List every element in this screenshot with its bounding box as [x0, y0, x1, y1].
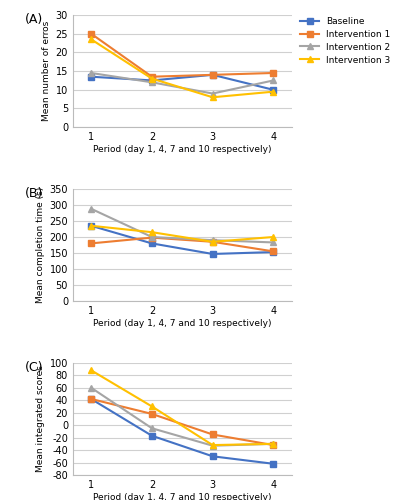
- Intervention 2: [89, 70, 94, 76]
- Intervention 3: [271, 88, 276, 94]
- Baseline: [271, 87, 276, 93]
- Baseline: [149, 78, 154, 84]
- Y-axis label: Mean integrated scores: Mean integrated scores: [36, 366, 45, 472]
- Text: (B): (B): [25, 186, 43, 200]
- Baseline: [210, 72, 215, 78]
- Intervention 1: [271, 70, 276, 76]
- Line: Intervention 1: Intervention 1: [87, 30, 277, 80]
- Intervention 1: [210, 72, 215, 78]
- Line: Intervention 2: Intervention 2: [87, 70, 277, 97]
- Y-axis label: Mean completion time (s): Mean completion time (s): [36, 187, 45, 303]
- X-axis label: Period (day 1, 4, 7 and 10 respectively): Period (day 1, 4, 7 and 10 respectively): [93, 492, 271, 500]
- Intervention 2: [271, 78, 276, 84]
- Text: (A): (A): [25, 13, 43, 26]
- Line: Intervention 3: Intervention 3: [87, 36, 277, 100]
- Baseline: [89, 74, 94, 80]
- Line: Baseline: Baseline: [87, 72, 277, 94]
- Legend: Baseline, Intervention 1, Intervention 2, Intervention 3: Baseline, Intervention 1, Intervention 2…: [301, 18, 390, 64]
- Intervention 3: [89, 36, 94, 43]
- Y-axis label: Mean number of erros: Mean number of erros: [43, 21, 51, 121]
- Intervention 1: [149, 74, 154, 80]
- Intervention 3: [149, 76, 154, 82]
- X-axis label: Period (day 1, 4, 7 and 10 respectively): Period (day 1, 4, 7 and 10 respectively): [93, 318, 271, 328]
- Intervention 3: [210, 94, 215, 100]
- Intervention 1: [89, 30, 94, 36]
- X-axis label: Period (day 1, 4, 7 and 10 respectively): Period (day 1, 4, 7 and 10 respectively): [93, 145, 271, 154]
- Text: (C): (C): [25, 360, 43, 374]
- Intervention 2: [149, 80, 154, 86]
- Intervention 2: [210, 90, 215, 96]
